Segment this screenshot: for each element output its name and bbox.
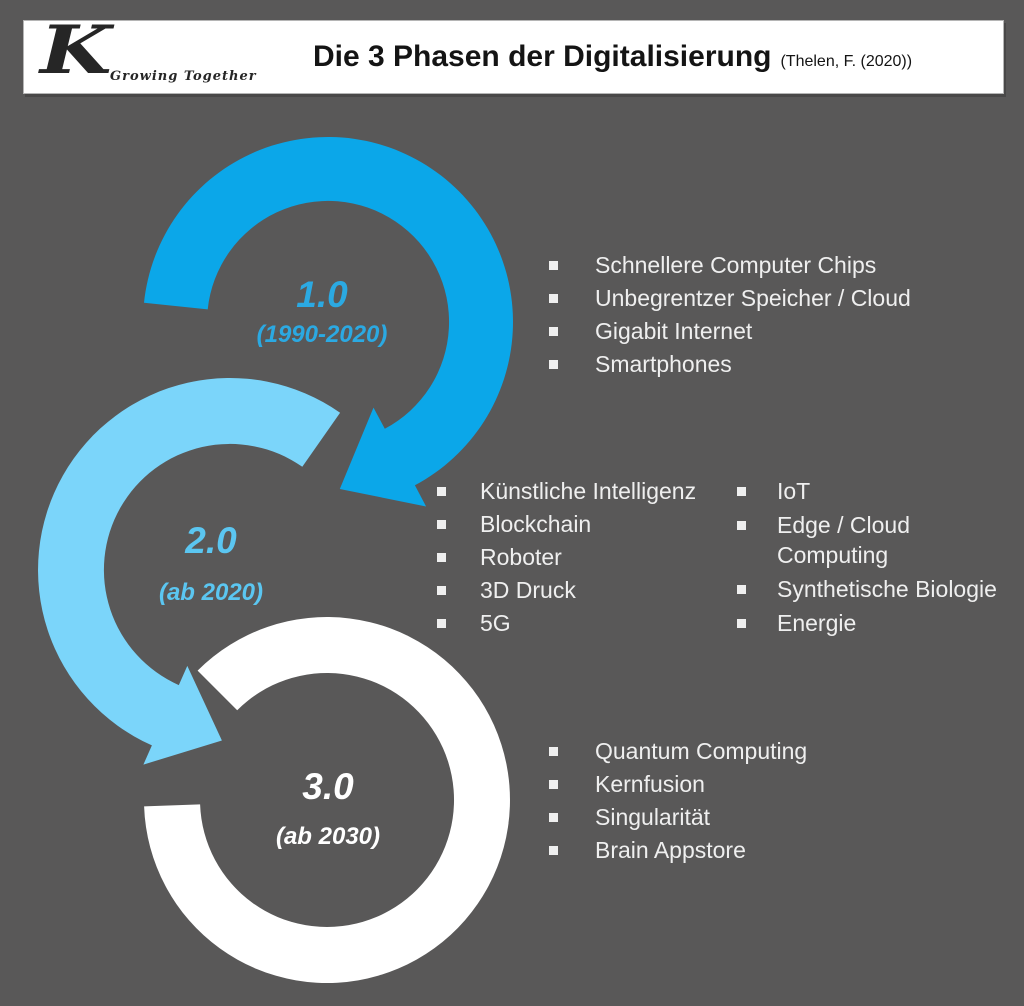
list-item-text: Kernfusion	[595, 771, 705, 797]
phase-1-label: 1.0 (1990-2020)	[257, 276, 388, 347]
list-item: IoT	[737, 476, 1024, 506]
list-item-text: 5G	[480, 610, 511, 636]
list-item: Quantum Computing	[549, 736, 989, 766]
logo-tagline: Growing Together	[110, 69, 257, 84]
list-item-text: IoT	[777, 478, 811, 504]
bullet-icon	[549, 846, 558, 855]
phase-2-number: 2.0	[185, 520, 237, 561]
phase-3-label: 3.0 (ab 2030)	[276, 768, 380, 849]
list-item: Künstliche Intelligenz	[437, 476, 747, 506]
list-item: Unbegrentzer Speicher / Cloud	[549, 283, 989, 313]
list-item-text: Singularität	[595, 804, 711, 830]
list-item-text: Gigabit Internet	[595, 318, 753, 344]
phase-3-ring	[144, 617, 510, 984]
list-item-text: Synthetische Biologie	[777, 576, 997, 602]
bullet-icon	[437, 520, 446, 529]
list-item: Schnellere Computer Chips	[549, 250, 989, 280]
list-item: Synthetische Biologie	[737, 574, 1024, 604]
list-item: Energie	[737, 608, 1024, 638]
title-group: Die 3 Phasen der Digitalisierung (Thelen…	[313, 40, 912, 74]
list-item: Singularität	[549, 802, 989, 832]
bullet-icon	[737, 585, 746, 594]
list-item: Kernfusion	[549, 769, 989, 799]
bullet-icon	[549, 747, 558, 756]
phase-3-list: Quantum Computing Kernfusion Singularität B…	[549, 736, 989, 868]
bullet-icon	[737, 487, 746, 496]
list-item-text: 3D Druck	[480, 577, 576, 603]
bullet-icon	[437, 586, 446, 595]
bullet-icon	[437, 619, 446, 628]
phase-2-list-col1: Künstliche Intelligenz Blockchain Roboter 3…	[437, 476, 747, 641]
list-item: Smartphones	[549, 349, 989, 379]
bullet-icon	[737, 521, 746, 530]
phase-2-list-col2: IoT Edge / Cloud Computing Synthetische Bi…	[737, 476, 1024, 642]
phase-3-period: (ab 2030)	[275, 823, 381, 850]
list-item-text: Quantum Computing	[595, 738, 808, 764]
list-item-text: Schnellere Computer Chips	[595, 252, 877, 278]
list-item-text: Smartphones	[595, 351, 732, 377]
page-title: Die 3 Phasen der Digitalisierung	[313, 40, 772, 73]
bullet-icon	[549, 327, 558, 336]
list-item-text: Energie	[777, 610, 857, 636]
list-item: Brain Appstore	[549, 835, 989, 865]
title-citation: (Thelen, F. (2020))	[780, 53, 913, 70]
bullet-icon	[549, 780, 558, 789]
list-item: Roboter	[437, 542, 747, 572]
bullet-icon	[737, 619, 746, 628]
logo: K Growing Together	[24, 11, 279, 93]
list-item-text: Edge / Cloud Computing	[777, 512, 910, 568]
list-item-text: Brain Appstore	[595, 837, 746, 863]
phase-1-number: 1.0	[296, 274, 348, 315]
phase-2-period: (ab 2020)	[158, 579, 264, 606]
phase-2-label: 2.0 (ab 2020)	[159, 522, 263, 605]
bullet-icon	[549, 294, 558, 303]
bullet-icon	[437, 487, 446, 496]
list-item: Edge / Cloud Computing	[737, 510, 1024, 570]
list-item-text: Künstliche Intelligenz	[480, 478, 697, 504]
list-item-text: Blockchain	[480, 511, 592, 537]
list-item: Gigabit Internet	[549, 316, 989, 346]
bullet-icon	[549, 813, 558, 822]
logo-k-glyph: K	[40, 11, 112, 89]
header-bar: K Growing Together Die 3 Phasen der Digi…	[23, 11, 1004, 94]
phase-2-arrow	[38, 378, 341, 765]
list-item: Blockchain	[437, 509, 747, 539]
bullet-icon	[437, 553, 446, 562]
phase-1-arrow	[144, 136, 513, 507]
bullet-icon	[549, 360, 558, 369]
phase-3-number: 3.0	[302, 766, 354, 807]
phase-1-list: Schnellere Computer Chips Unbegrentzer Sp…	[549, 250, 989, 382]
list-item: 3D Druck	[437, 575, 747, 605]
list-item-text: Roboter	[480, 544, 562, 570]
phase-1-period: (1990-2020)	[256, 321, 388, 348]
bullet-icon	[549, 261, 558, 270]
list-item-text: Unbegrentzer Speicher / Cloud	[595, 285, 911, 311]
list-item: 5G	[437, 608, 747, 638]
